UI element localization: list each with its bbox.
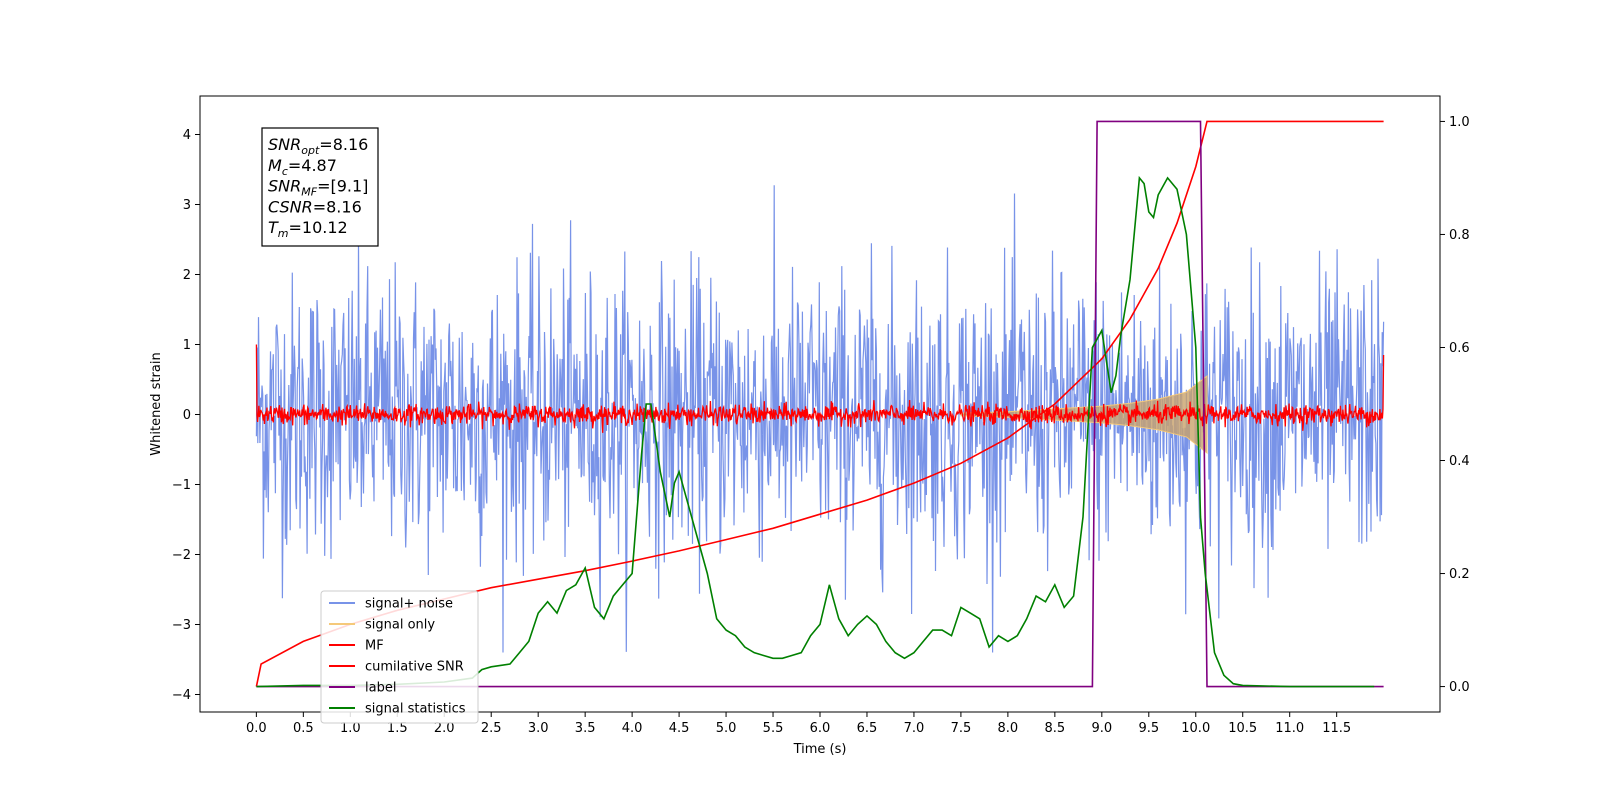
info-line: SNRopt=8.16 bbox=[268, 135, 368, 157]
info-line: CSNR=8.16 bbox=[268, 197, 362, 216]
x-tick-label: 2.0 bbox=[434, 721, 455, 736]
y-axis-right: 0.0 0.2 0.4 0.6 0.8 1.0 bbox=[1440, 115, 1470, 695]
x-tick-label: 4.0 bbox=[622, 721, 643, 736]
y-axis-left: −4 −3 −2 −1 0 1 2 3 4 bbox=[172, 128, 200, 703]
x-tick-label: 9.5 bbox=[1138, 721, 1159, 736]
y-tick-label: 2 bbox=[183, 268, 191, 283]
x-tick-label: 10.5 bbox=[1228, 721, 1257, 736]
x-tick-label: 11.5 bbox=[1322, 721, 1351, 736]
x-tick-label: 1.5 bbox=[387, 721, 408, 736]
x-tick-label: 8.0 bbox=[998, 721, 1019, 736]
x-tick-label: 8.5 bbox=[1045, 721, 1066, 736]
series-signal-noise bbox=[255, 185, 1385, 653]
x-tick-label: 6.0 bbox=[810, 721, 831, 736]
y2-tick-label: 0.0 bbox=[1449, 680, 1470, 695]
x-tick-label: 5.5 bbox=[763, 721, 784, 736]
y-tick-label: −4 bbox=[172, 688, 191, 703]
x-tick-label: 10.0 bbox=[1181, 721, 1210, 736]
info-box-frame bbox=[261, 127, 379, 247]
y-tick-label: 1 bbox=[183, 338, 191, 353]
info-line: SNRMF=[9.1] bbox=[268, 177, 368, 199]
info-line: Tm=10.12 bbox=[268, 218, 348, 240]
x-tick-label: 1.0 bbox=[340, 721, 361, 736]
x-axis-label: Time (s) bbox=[793, 742, 847, 757]
x-tick-label: 3.0 bbox=[528, 721, 549, 736]
x-tick-label: 5.0 bbox=[716, 721, 737, 736]
x-tick-label: 6.5 bbox=[857, 721, 878, 736]
info-line: Mc=4.87 bbox=[268, 156, 337, 178]
legend-label: signal only bbox=[365, 618, 435, 633]
y2-tick-label: 0.4 bbox=[1449, 454, 1470, 469]
y-tick-label: 3 bbox=[183, 198, 191, 213]
x-tick-label: 0.5 bbox=[293, 721, 314, 736]
x-tick-label: 3.5 bbox=[575, 721, 596, 736]
y-tick-label: −2 bbox=[172, 548, 191, 563]
legend-label: signal+ noise bbox=[365, 597, 453, 612]
x-tick-label: 7.5 bbox=[951, 721, 972, 736]
y-axis-label: Whitened strain bbox=[149, 352, 164, 455]
series-mf bbox=[255, 344, 1385, 433]
y2-tick-label: 0.2 bbox=[1449, 567, 1470, 582]
y-tick-label: 4 bbox=[183, 128, 191, 143]
x-tick-label: 0.0 bbox=[246, 721, 267, 736]
x-tick-label: 2.5 bbox=[481, 721, 502, 736]
y2-tick-label: 0.6 bbox=[1449, 341, 1470, 356]
legend-label: cumilative SNR bbox=[365, 660, 464, 675]
x-tick-label: 4.5 bbox=[669, 721, 690, 736]
legend: signal+ noise signal only MF cumilative SNR… bbox=[320, 590, 479, 724]
x-axis: 0.0 0.5 1.0 1.5 2.0 2.5 3.0 3.5 4.0 4.5 5.0 5.5 6.0 6… bbox=[246, 712, 1351, 736]
x-tick-label: 11.0 bbox=[1275, 721, 1304, 736]
y-tick-label: −3 bbox=[172, 618, 191, 633]
legend-label: MF bbox=[365, 639, 384, 654]
y2-tick-label: 1.0 bbox=[1449, 115, 1470, 130]
y-tick-label: 0 bbox=[183, 408, 191, 423]
x-tick-label: 7.0 bbox=[904, 721, 925, 736]
x-tick-label: 9.0 bbox=[1091, 721, 1112, 736]
series-signal-statistics bbox=[256, 175, 1375, 688]
legend-frame bbox=[320, 590, 479, 724]
y2-tick-label: 0.8 bbox=[1449, 228, 1470, 243]
y-tick-label: −1 bbox=[172, 478, 191, 493]
legend-label: signal statistics bbox=[365, 702, 466, 717]
legend-label: label bbox=[365, 681, 396, 696]
